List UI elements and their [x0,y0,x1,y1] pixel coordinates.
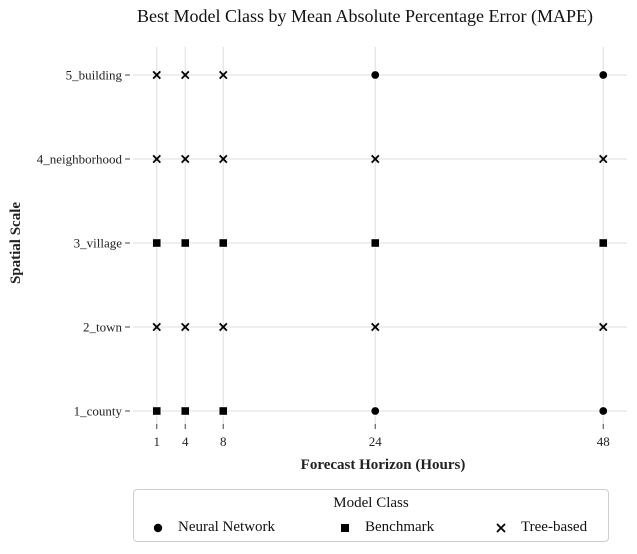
data-point-tree-based [219,154,228,164]
legend-item-benchmark: Benchmark [339,519,434,536]
x-tick-label: 24 [369,434,383,449]
data-point-tree-based [152,154,161,164]
legend-label: Benchmark [365,519,435,535]
x-marker-icon [496,522,506,533]
data-point-tree-based [181,70,190,80]
x-tick-label: 48 [597,434,610,449]
data-point-tree-based [181,322,190,332]
y-tick-label: 1_county [74,404,123,419]
legend: Model Class Neural Network Benchmark Tre… [133,489,609,542]
data-point-benchmark [218,406,228,416]
data-point-benchmark [180,406,190,416]
circle-marker-icon [153,523,163,532]
data-point-tree-based [181,154,190,164]
legend-item-neural-network: Neural Network [152,519,275,536]
x-tick-label: 8 [220,434,227,449]
legend-label: Tree-based [521,519,588,535]
data-point-benchmark [598,238,608,248]
data-point-neural-network [598,70,608,80]
data-point-neural-network [598,406,608,416]
data-point-benchmark [152,406,162,416]
y-tick-label: 4_neighborhood [37,152,123,167]
scatter-plot: 1 4 8 24 481_county2_town3_village4_neighbor… [8,47,627,473]
data-point-benchmark [370,238,380,248]
data-point-tree-based [219,322,228,332]
data-point-neural-network [370,70,380,80]
data-point-tree-based [152,70,161,80]
data-point-benchmark [180,238,190,248]
y-tick-label: 5_building [66,68,123,83]
data-point-tree-based [371,154,380,164]
legend-label: Neural Network [178,519,276,535]
x-axis-label: Forecast Horizon (Hours) [301,457,466,473]
data-point-neural-network [370,406,380,416]
data-point-tree-based [599,322,608,332]
x-tick-label: 1 [154,434,161,449]
y-tick-label: 2_town [83,320,123,335]
legend-title: Model Class [333,495,409,511]
square-marker-icon [341,523,349,532]
chart-title: Best Model Class by Mean Absolute Percen… [137,6,593,26]
data-point-tree-based [599,154,608,164]
data-point-tree-based [219,70,228,80]
data-point-tree-based [371,322,380,332]
x-tick-label: 4 [182,434,189,449]
data-point-tree-based [152,322,161,332]
data-point-benchmark [152,238,162,248]
data-point-benchmark [218,238,228,248]
y-axis-label: Spatial Scale [8,202,24,284]
y-tick-label: 3_village [74,236,123,251]
legend-item-tree-based: Tree-based [495,519,587,536]
